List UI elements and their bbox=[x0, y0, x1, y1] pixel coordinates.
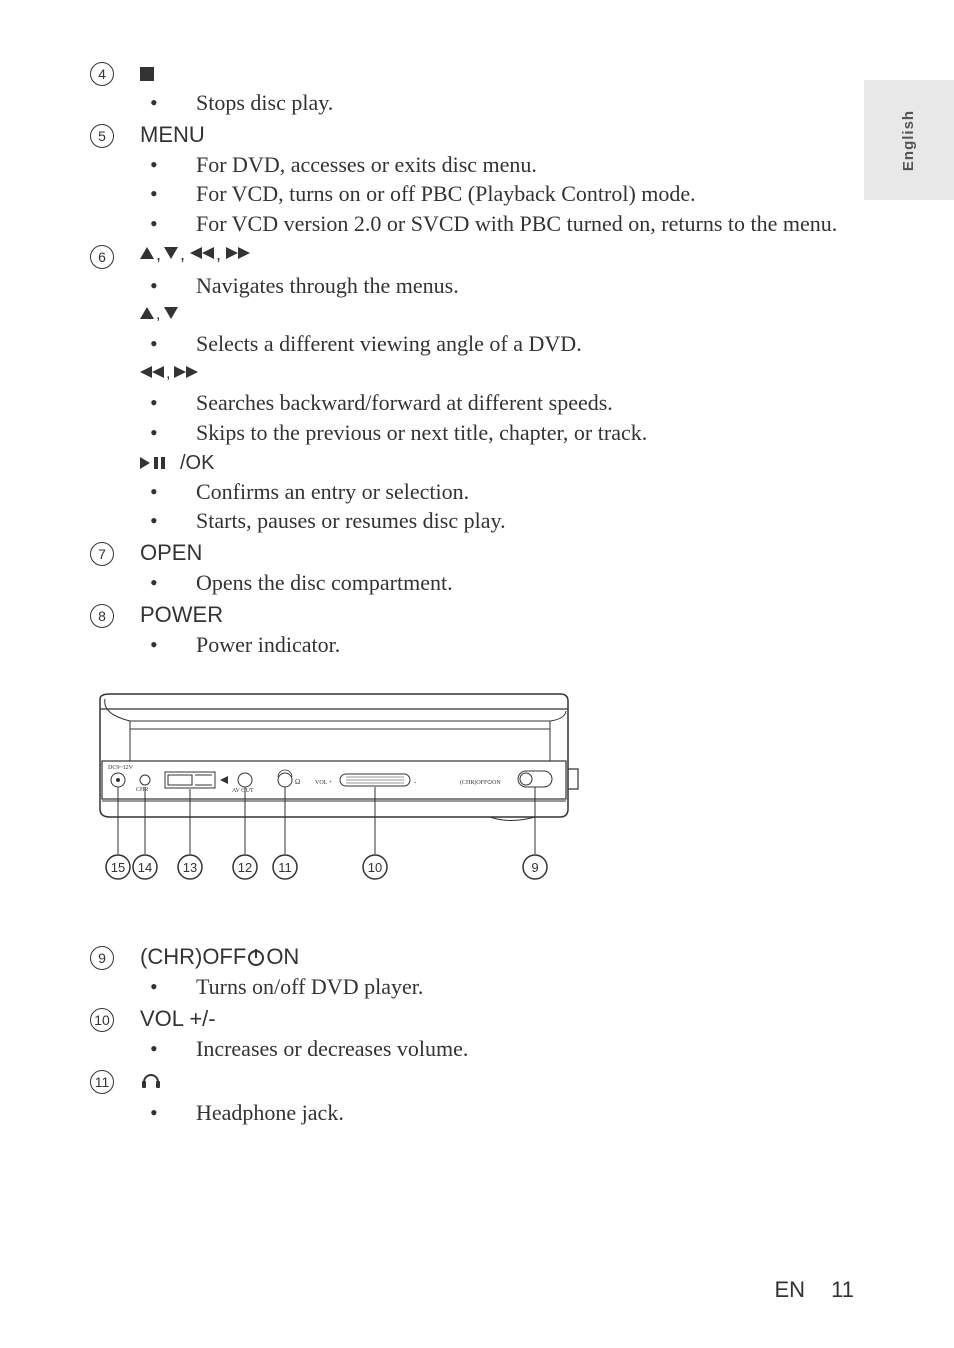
bullet-text: Confirms an entry or selection. bbox=[140, 477, 864, 507]
callout-num: 10 bbox=[368, 860, 382, 875]
callout-num: 9 bbox=[531, 860, 538, 875]
play-pause-icon bbox=[140, 455, 180, 471]
headphone-icon bbox=[140, 1068, 162, 1090]
callout-num: 15 bbox=[111, 860, 125, 875]
callout-6: 6 bbox=[90, 245, 114, 269]
callout-num: 11 bbox=[278, 860, 292, 875]
bullet-text: Increases or decreases volume. bbox=[140, 1034, 864, 1064]
callout-11: 11 bbox=[90, 1070, 114, 1094]
bullet-text: Navigates through the menus. bbox=[140, 271, 864, 301]
rew-ff-icon: , bbox=[140, 364, 210, 380]
bullet-text: Headphone jack. bbox=[140, 1098, 864, 1128]
bullet-text: Power indicator. bbox=[140, 630, 864, 660]
bullet-text: Skips to the previous or next title, cha… bbox=[140, 418, 864, 448]
subheading-playpause-ok: /OK bbox=[140, 452, 864, 475]
svg-text:,: , bbox=[156, 306, 160, 323]
item-11: 11 Headphone jack. bbox=[90, 1068, 864, 1128]
item-7: 7 OPEN Opens the disc compartment. bbox=[90, 540, 864, 598]
footer-lang: EN bbox=[774, 1277, 805, 1302]
heading-stop bbox=[140, 60, 864, 86]
heading-power: POWER bbox=[140, 602, 864, 628]
subheading-rewff: , bbox=[140, 363, 864, 386]
callout-9: 9 bbox=[90, 946, 114, 970]
heading-chr-off-on: (CHR)OFF ON bbox=[140, 944, 864, 970]
bullet-text: For VCD, turns on or off PBC (Playback C… bbox=[140, 179, 864, 209]
heading-headphone bbox=[140, 1068, 864, 1096]
label-volminus: - bbox=[414, 778, 417, 786]
label-dc: DC9~12V bbox=[108, 765, 134, 771]
item-8: 8 POWER Power indicator. bbox=[90, 602, 864, 660]
power-icon bbox=[246, 947, 266, 967]
nav-arrows-icon: , , , bbox=[140, 245, 280, 263]
callout-num: 13 bbox=[183, 860, 197, 875]
callout-8: 8 bbox=[90, 604, 114, 628]
footer-page: 11 bbox=[831, 1277, 854, 1302]
bullet-text: Stops disc play. bbox=[140, 88, 864, 118]
item-4: 4 Stops disc play. bbox=[90, 60, 864, 118]
heading-open: OPEN bbox=[140, 540, 864, 566]
callout-5: 5 bbox=[90, 124, 114, 148]
subheading-updown: , bbox=[140, 304, 864, 327]
heading-nav-arrows: , , , bbox=[140, 243, 864, 269]
svg-text:,: , bbox=[180, 244, 185, 264]
callout-num: 14 bbox=[138, 860, 152, 875]
device-diagram-svg: DC9~12V CHR AV OUT Ω VOL + - (C bbox=[90, 689, 580, 909]
item-10: 10 VOL +/- Increases or decreases volume… bbox=[90, 1006, 864, 1064]
label-volplus: VOL + bbox=[315, 780, 333, 786]
stop-icon bbox=[140, 67, 154, 81]
page-content: 4 Stops disc play. 5 MENU For DVD, acces… bbox=[0, 0, 954, 1171]
bullet-text: Selects a different viewing angle of a D… bbox=[140, 329, 864, 359]
callout-num: 12 bbox=[238, 860, 252, 875]
up-down-icon: , bbox=[140, 305, 190, 321]
bullet-text: Opens the disc compartment. bbox=[140, 568, 864, 598]
callout-4: 4 bbox=[90, 62, 114, 86]
label-chr: CHR bbox=[136, 787, 148, 793]
bullet-text: Searches backward/forward at different s… bbox=[140, 388, 864, 418]
svg-text:,: , bbox=[166, 365, 170, 382]
callout-7: 7 bbox=[90, 542, 114, 566]
label-switch: (CHR)OFF⏻ON bbox=[460, 779, 501, 786]
bullet-text: Starts, pauses or resumes disc play. bbox=[140, 506, 864, 536]
bullet-text: For VCD version 2.0 or SVCD with PBC tur… bbox=[140, 209, 864, 239]
item-5: 5 MENU For DVD, accesses or exits disc m… bbox=[90, 122, 864, 239]
callout-10: 10 bbox=[90, 1008, 114, 1032]
heading-post: ON bbox=[266, 944, 299, 969]
device-diagram: DC9~12V CHR AV OUT Ω VOL + - (C bbox=[90, 689, 864, 914]
item-9: 9 (CHR)OFF ON Turns on/off DVD player. bbox=[90, 944, 864, 1002]
svg-text:Ω: Ω bbox=[295, 778, 300, 786]
svg-text:,: , bbox=[156, 244, 161, 264]
svg-text:,: , bbox=[216, 244, 221, 264]
item-6: 6 , , , Navigates through the menus. bbox=[90, 243, 864, 536]
page-footer: EN 11 bbox=[774, 1277, 854, 1303]
bullet-text: For DVD, accesses or exits disc menu. bbox=[140, 150, 864, 180]
bullet-text: Turns on/off DVD player. bbox=[140, 972, 864, 1002]
heading-menu: MENU bbox=[140, 122, 864, 148]
heading-pre: (CHR)OFF bbox=[140, 944, 246, 969]
heading-vol: VOL +/- bbox=[140, 1006, 864, 1032]
label-avout: AV OUT bbox=[232, 788, 254, 794]
